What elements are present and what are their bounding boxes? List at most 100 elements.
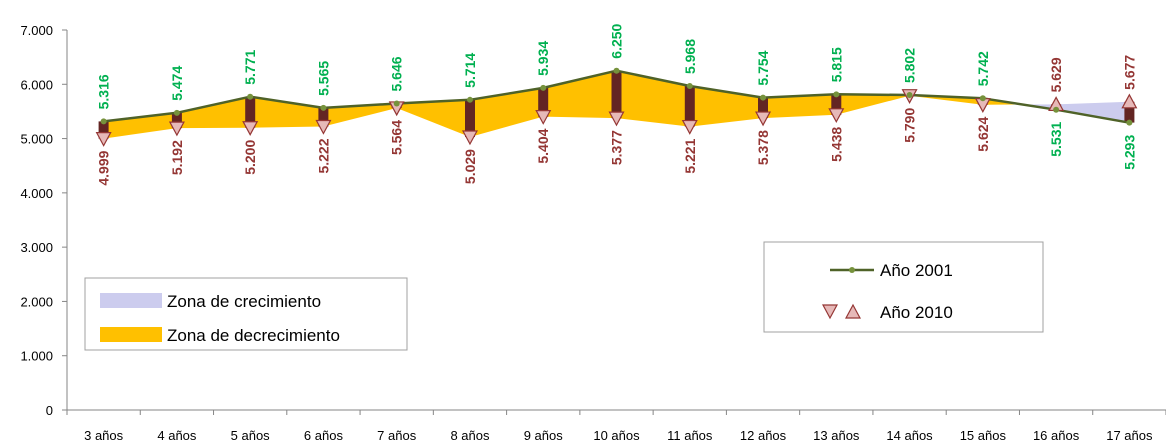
series-2001-marker-10 [833, 91, 840, 98]
label-2010-13: 5.629 [1048, 57, 1064, 92]
label-2001-0: 5.316 [96, 74, 112, 109]
series-2001-marker-8 [686, 83, 693, 90]
x-tick-label-12: 15 años [960, 428, 1007, 443]
series-2001-marker-12 [979, 95, 986, 102]
difference-bar-0 [98, 121, 109, 139]
difference-bar-7 [611, 70, 622, 119]
y-tick-label-7: 7.000 [20, 23, 53, 38]
legend-series: Año 2001 Año 2010 [763, 241, 1044, 333]
label-2001-8: 5.968 [682, 39, 698, 74]
area-segment-10 [836, 94, 910, 115]
series-2001-marker-14 [1126, 119, 1133, 126]
label-2010-7: 5.377 [609, 130, 625, 165]
label-2001-12: 5.742 [975, 51, 991, 86]
x-tick-label-0: 3 años [84, 428, 124, 443]
y-tick-label-4: 4.000 [20, 186, 53, 201]
series-2010-marker-8 [681, 119, 698, 135]
label-2001-10: 5.815 [828, 47, 844, 82]
legend-swatch-decrecimiento [100, 327, 162, 342]
difference-bar-10 [831, 94, 842, 115]
difference-bar-6 [538, 87, 549, 117]
x-tick-label-9: 12 años [740, 428, 787, 443]
series-2001-marker-3 [320, 104, 327, 111]
x-tick-label-10: 13 años [813, 428, 860, 443]
label-2001-1: 5.474 [169, 66, 185, 101]
x-tick-label-14: 17 años [1106, 428, 1153, 443]
series-2001-marker-1 [173, 109, 180, 116]
series-2001-marker-4 [393, 100, 400, 107]
label-2010-8: 5.221 [682, 138, 698, 173]
area-layer [103, 70, 1130, 139]
difference-bar-2 [245, 96, 256, 128]
x-tick-label-5: 8 años [450, 428, 490, 443]
label-2001-5: 5.714 [462, 53, 478, 88]
legend-label-crecimiento: Zona de crecimiento [167, 292, 321, 311]
legend-series-frame [763, 241, 1044, 333]
x-tick-label-4: 7 años [377, 428, 417, 443]
x-tick-label-2: 5 años [231, 428, 271, 443]
series-2010-marker-1 [168, 121, 185, 137]
label-2010-1: 5.192 [169, 140, 185, 175]
y-tick-label-3: 3.000 [20, 240, 53, 255]
difference-bar-1 [171, 112, 182, 129]
label-2010-14: 5.677 [1121, 55, 1137, 90]
label-2001-6: 5.934 [535, 41, 551, 76]
area-segment-13 [1056, 101, 1130, 123]
series-2001-marker-11 [906, 92, 913, 99]
area-segment-1 [176, 96, 251, 129]
series-2010-marker-9 [755, 111, 772, 127]
y-tick-label-0: 0 [46, 403, 53, 418]
label-2001-11: 5.802 [902, 48, 918, 83]
series-2001-marker-5 [466, 96, 473, 103]
label-2010-3: 5.222 [315, 138, 331, 173]
legend-label-decrecimiento: Zona de decrecimiento [167, 326, 340, 345]
series-2001-marker-9 [760, 94, 767, 101]
label-2001-7: 6.250 [609, 23, 625, 58]
series-2001-marker-2 [247, 93, 254, 100]
series-2010-marker-2 [242, 121, 259, 136]
y-tick-label-6: 6.000 [20, 77, 53, 92]
area-segment-2 [250, 96, 324, 128]
series-2010-marker-14 [1121, 93, 1138, 109]
difference-bar-14 [1124, 101, 1135, 123]
area-segment-3 [323, 103, 397, 127]
x-tick-label-13: 16 años [1033, 428, 1080, 443]
series-2001-marker-13 [1053, 106, 1060, 113]
series-2001-marker-0 [100, 118, 107, 125]
x-tick-label-8: 11 años [667, 428, 713, 443]
area-segment-4 [396, 99, 470, 137]
label-2001-3: 5.565 [315, 61, 331, 96]
label-2010-12: 5.624 [975, 116, 991, 151]
label-2010-9: 5.378 [755, 130, 771, 165]
x-tick-label-6: 9 años [524, 428, 564, 443]
x-tick-label-7: 10 años [593, 428, 640, 443]
legend-areas: Zona de crecimiento Zona de decrecimient… [84, 277, 408, 351]
marker-layer [95, 67, 1138, 147]
series-2010-marker-10 [828, 108, 845, 124]
difference-bar-8 [684, 86, 695, 127]
legend-marker-2010-down [821, 304, 839, 320]
series-2010-marker-6 [535, 110, 552, 125]
label-2010-6: 5.404 [535, 128, 551, 163]
x-tick-label-11: 14 años [886, 428, 933, 443]
area-segment-11 [909, 95, 983, 105]
axes: 0 1.000 2.000 3.000 4.000 5.000 6.000 7.000 3 añ… [20, 23, 1166, 443]
difference-bar-3 [318, 107, 329, 127]
label-2010-0: 4.999 [96, 150, 112, 185]
series-2010-marker-0 [95, 132, 112, 147]
x-tick-label-3: 6 años [304, 428, 344, 443]
label-2001-13: 5.531 [1048, 121, 1064, 156]
legend-label-2001: Año 2001 [880, 261, 953, 280]
area-segment-6 [543, 70, 617, 119]
label-2001-9: 5.754 [755, 50, 771, 85]
y-tick-label-2: 2.000 [20, 294, 53, 309]
series-2010-marker-3 [315, 119, 332, 135]
y-tick-label-5: 5.000 [20, 132, 53, 147]
label-2010-10: 5.438 [828, 127, 844, 162]
series-2001-marker-7 [613, 67, 620, 74]
difference-bar-5 [465, 99, 475, 137]
area-segment-7 [616, 70, 690, 127]
label-2001-14: 5.293 [1121, 135, 1137, 170]
label-2010-5: 5.029 [462, 149, 478, 184]
